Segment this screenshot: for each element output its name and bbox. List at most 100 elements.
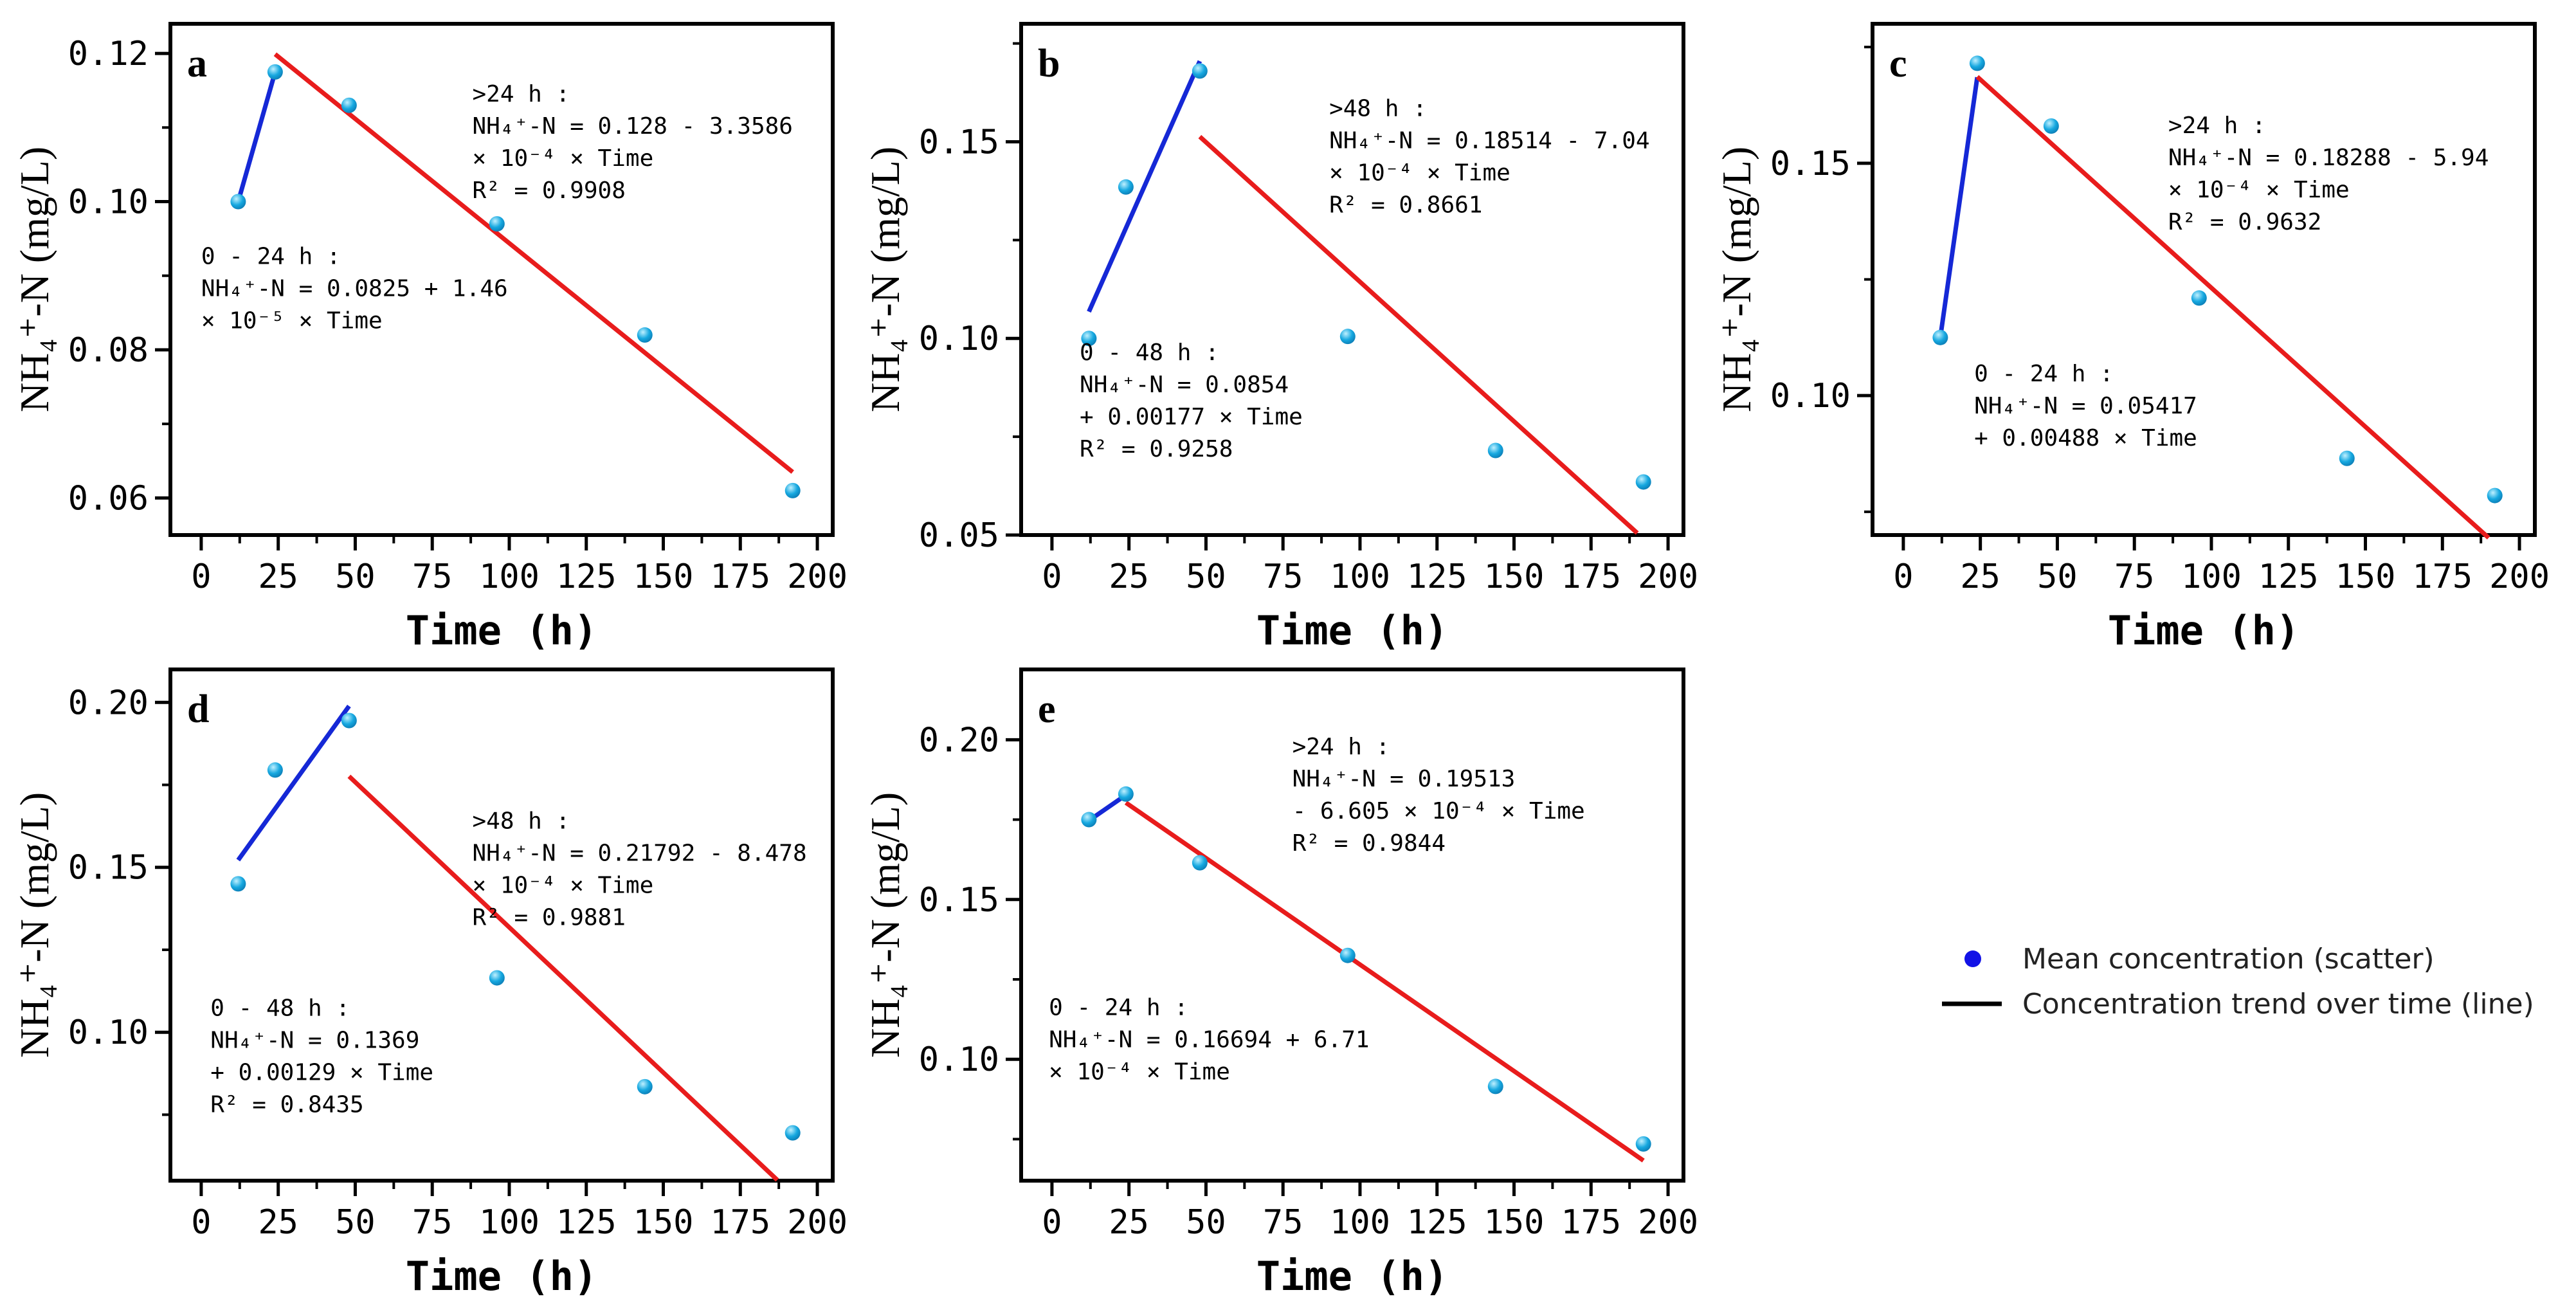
x-tick-label: 200 <box>787 1203 848 1242</box>
data-point <box>267 64 283 80</box>
x-axis-title: Time (h) <box>406 1253 598 1300</box>
data-point <box>267 762 283 778</box>
panel-label: b <box>1038 42 1060 86</box>
equation-line: 0 - 48 h : <box>210 995 350 1022</box>
data-point <box>1635 474 1651 490</box>
data-point <box>1081 331 1097 347</box>
fit-line-early <box>1087 60 1202 313</box>
x-tick-label: 150 <box>633 558 694 596</box>
plot-frame <box>168 668 835 1183</box>
panel-label: a <box>187 42 207 86</box>
x-tick-label: 200 <box>787 558 848 596</box>
x-tick-label: 150 <box>1484 1203 1545 1242</box>
equation-line: NH₄⁺-N = 0.16694 + 6.71 <box>1049 1027 1369 1053</box>
equation-line: R² = 0.9632 <box>2168 209 2321 235</box>
data-point <box>637 1078 653 1095</box>
y-tick-label: 0.15 <box>919 881 999 920</box>
y-tick-label: 0.10 <box>68 1013 149 1052</box>
x-tick-label: 75 <box>1263 558 1303 596</box>
x-tick-label: 0 <box>1042 1203 1062 1242</box>
x-tick-label: 25 <box>1960 558 2000 596</box>
x-tick-label: 100 <box>1330 1203 1390 1242</box>
x-tick-label: 175 <box>1561 558 1621 596</box>
x-tick-label: 175 <box>710 1203 770 1242</box>
equation-annotation: >24 h : NH₄⁺-N = 0.128 - 3.3586 × 10⁻⁴ × T… <box>472 81 792 204</box>
y-tick-label: 0.10 <box>68 183 149 222</box>
x-tick-label: 75 <box>1263 1203 1303 1242</box>
equation-line: × 10⁻⁴ × Time <box>1049 1059 1230 1085</box>
equation-line: + 0.00177 × Time <box>1080 404 1303 430</box>
x-tick-label: 25 <box>1109 1203 1149 1242</box>
equation-line: >24 h : <box>1293 734 1390 760</box>
data-point <box>2339 450 2355 466</box>
y-axis-title: NH₄⁺-N (mg/L) <box>1714 147 1759 412</box>
equation-line: >24 h : <box>472 81 570 107</box>
x-tick-label: 175 <box>2412 558 2472 596</box>
equation-line: × 10⁻⁴ × Time <box>2168 177 2350 203</box>
y-tick-label: 0.10 <box>919 1040 999 1079</box>
chart-panel-b: 0 25 50 75 100 125 150 175 200 0.05 0.10 0.15 Time (… <box>862 22 1698 654</box>
x-tick-label: 150 <box>2336 558 2396 596</box>
data-point <box>1339 329 1356 345</box>
x-tick-label: 75 <box>412 1203 453 1242</box>
x-tick-label: 0 <box>1893 558 1913 596</box>
y-tick-label: 0.10 <box>1770 377 1851 415</box>
x-tick-label: 100 <box>479 558 540 596</box>
data-point <box>1192 63 1208 79</box>
equation-line: NH₄⁺-N = 0.0825 + 1.46 <box>201 275 508 302</box>
x-axis-title: Time (h) <box>2108 607 2300 654</box>
equation-annotation: 0 - 24 h : NH₄⁺-N = 0.05417 + 0.00488 × Ti… <box>1974 361 2197 451</box>
x-tick-label: 25 <box>258 558 298 596</box>
chart-panel-a: 0 25 50 75 100 125 150 175 200 0.06 0.08 0.10 0.12 Ti… <box>12 22 848 654</box>
x-tick-label: 50 <box>335 1203 376 1242</box>
legend-scatter-marker <box>1964 950 1981 967</box>
x-tick-label: 0 <box>191 1203 211 1242</box>
equation-line: >48 h : <box>472 808 570 835</box>
fit-line-late <box>1198 134 1639 535</box>
equation-line: + 0.00488 × Time <box>1974 425 2197 451</box>
equation-line: × 10⁻⁵ × Time <box>201 307 383 334</box>
x-tick-label: 150 <box>633 1203 694 1242</box>
x-tick-label: 0 <box>191 558 211 596</box>
x-tick-label: 150 <box>1484 558 1545 596</box>
equation-annotation: 0 - 48 h : NH₄⁺-N = 0.0854 + 0.00177 × Tim… <box>1080 340 1303 462</box>
y-axis-title: NH₄⁺-N (mg/L) <box>12 147 57 412</box>
y-tick-label: 0.15 <box>68 849 149 887</box>
x-tick-label: 50 <box>1186 1203 1226 1242</box>
data-point <box>785 482 801 498</box>
y-tick-label: 0.08 <box>68 331 149 370</box>
legend-scatter-label: Mean concentration (scatter) <box>2022 943 2435 976</box>
fit-line-late <box>347 774 779 1182</box>
equation-line: NH₄⁺-N = 0.21792 - 8.478 <box>472 840 806 867</box>
y-axis-title: NH₄⁺-N (mg/L) <box>862 147 908 412</box>
equation-line: NH₄⁺-N = 0.19513 <box>1293 766 1516 792</box>
x-tick-label: 125 <box>556 558 617 596</box>
data-point <box>1192 855 1208 871</box>
equation-line: 0 - 24 h : <box>1974 361 2114 387</box>
data-point <box>2191 290 2207 306</box>
equation-line: × 10⁻⁴ × Time <box>1329 160 1510 186</box>
panel-label: e <box>1038 687 1056 731</box>
plot-frame <box>168 22 835 537</box>
data-point <box>1118 179 1134 195</box>
plot-frame <box>1019 22 1685 537</box>
data-point <box>637 327 653 343</box>
x-axis-title: Time (h) <box>406 607 598 654</box>
x-tick-label: 175 <box>710 558 770 596</box>
equation-line: R² = 0.9844 <box>1293 830 1446 857</box>
data-point <box>1635 1136 1651 1152</box>
panels-container: 0 25 50 75 100 125 150 175 200 0.06 0.08 0.10 0.12 Ti… <box>12 22 2550 1300</box>
data-point <box>1339 947 1356 963</box>
equation-line: NH₄⁺-N = 0.18288 - 5.94 <box>2168 145 2489 171</box>
x-tick-label: 0 <box>1042 558 1062 596</box>
equation-line: R² = 0.8661 <box>1329 192 1482 219</box>
data-point <box>341 97 357 113</box>
equation-line: >24 h : <box>2168 113 2266 139</box>
x-tick-label: 200 <box>2489 558 2550 596</box>
y-axis-title: NH₄⁺-N (mg/L) <box>12 792 57 1058</box>
x-tick-label: 125 <box>1407 558 1467 596</box>
x-tick-label: 50 <box>335 558 376 596</box>
data-point <box>1487 1078 1503 1095</box>
x-tick-label: 100 <box>1330 558 1390 596</box>
x-tick-label: 200 <box>1638 1203 1698 1242</box>
